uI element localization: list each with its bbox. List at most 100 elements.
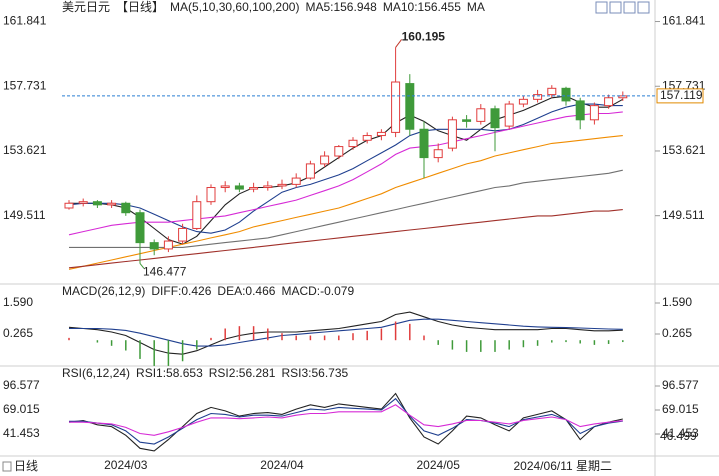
- y-tick-label: 157.731: [3, 78, 47, 92]
- legend-text: RSI1:58.653: [136, 366, 203, 380]
- candle-body: [334, 146, 344, 157]
- indicator-line: [69, 95, 624, 245]
- cursor-date: 2024/06/11 星期二: [513, 459, 612, 473]
- indicator-line: [68, 103, 623, 234]
- legend-text: MACD(26,12,9): [62, 284, 145, 298]
- tool-icon[interactable]: [637, 1, 650, 14]
- y-tick-label: 149.511: [3, 208, 46, 222]
- indicator-line: [69, 169, 623, 248]
- tool-icon[interactable]: [595, 1, 608, 14]
- indicator-line: [69, 318, 623, 347]
- high-annotation: 160.195: [402, 30, 446, 44]
- candle-body: [305, 163, 315, 179]
- y-tick-label: 0.265: [662, 326, 692, 340]
- annotation-line: [395, 39, 403, 48]
- candle-body: [206, 187, 216, 203]
- legend-text: MA(5,10,30,60,100,200): [170, 0, 299, 14]
- candle-body: [476, 108, 486, 122]
- y-tick-label: 96.577: [662, 378, 699, 392]
- indicator-line: [68, 111, 623, 236]
- legend-text: RSI2:56.281: [209, 366, 276, 380]
- legend-text: 美元日元: [62, 0, 110, 14]
- y-tick-label: 69.015: [3, 402, 40, 416]
- y-tick-label: 153.621: [662, 143, 706, 157]
- candle-body: [78, 201, 88, 204]
- legend-text: DEA:0.466: [217, 284, 275, 298]
- candle-body: [518, 98, 528, 105]
- candle-body: [462, 119, 472, 122]
- indicator-line: [68, 135, 623, 270]
- candle-body: [391, 81, 401, 133]
- cursor-value: 46.499: [660, 429, 697, 443]
- candle-body: [249, 187, 259, 190]
- indicator-line: [69, 397, 623, 445]
- candle-body: [561, 87, 571, 102]
- candle-body: [277, 183, 287, 187]
- y-tick-label: 41.453: [662, 426, 699, 440]
- candle-body: [419, 128, 429, 159]
- candle-body: [192, 201, 202, 229]
- candle-body: [263, 185, 273, 189]
- tool-icon[interactable]: [623, 1, 636, 14]
- candle-body: [178, 227, 188, 242]
- legend-text: 【日线】: [116, 0, 164, 14]
- period-icon: [2, 461, 12, 472]
- candle-body: [121, 202, 131, 214]
- candle-body: [504, 103, 514, 127]
- low-annotation: 146.477: [143, 265, 187, 279]
- y-tick-label: 161.841: [662, 14, 706, 28]
- candle-body: [490, 108, 500, 129]
- candle-body: [348, 139, 358, 148]
- candle-body: [376, 131, 386, 137]
- y-tick-label: 1.590: [3, 295, 33, 309]
- y-tick-label: 153.621: [3, 143, 47, 157]
- annotation-line: [139, 263, 145, 269]
- indicator-line: [68, 209, 623, 269]
- y-tick-label: 149.511: [662, 208, 705, 222]
- candle-body: [604, 97, 614, 107]
- candle-body: [220, 185, 230, 189]
- x-tick-label: 2024/04: [260, 458, 304, 472]
- candle-body: [163, 240, 173, 250]
- last-price-label: 157.119: [660, 88, 703, 102]
- candle-body: [92, 201, 102, 206]
- tool-icon[interactable]: [609, 1, 622, 14]
- candle-body: [433, 149, 443, 159]
- candle-body: [291, 177, 301, 185]
- indicator-line: [68, 392, 623, 452]
- candle-body: [362, 135, 372, 141]
- legend-text: RSI3:56.735: [281, 366, 348, 380]
- period-label: 日线: [14, 459, 38, 473]
- candle-body: [107, 202, 117, 206]
- candle-body: [447, 119, 457, 149]
- candle-body: [320, 155, 330, 165]
- candle-body: [135, 212, 145, 244]
- indicator-line: [68, 311, 623, 355]
- candle-body: [547, 87, 557, 96]
- legend-text: DIFF:0.426: [151, 284, 211, 298]
- y-tick-label: 69.015: [662, 402, 699, 416]
- candle-body: [149, 242, 159, 250]
- legend-text: MA5:156.948: [305, 0, 377, 14]
- legend-text: MA: [467, 0, 485, 14]
- candle-body: [234, 185, 244, 190]
- last-price-box: [656, 88, 704, 104]
- y-tick-label: 0.265: [3, 326, 33, 340]
- candle-body: [405, 83, 415, 130]
- y-tick-label: 41.453: [3, 426, 40, 440]
- toolbar-icons[interactable]: [595, 1, 650, 14]
- candle-body: [64, 202, 74, 209]
- x-tick-label: 2024/03: [104, 458, 148, 472]
- candle-body: [589, 105, 599, 121]
- legend-text: MA10:156.455: [383, 0, 461, 14]
- legend-text: MACD:-0.079: [281, 284, 354, 298]
- indicator-line: [69, 404, 623, 436]
- x-tick-label: 2024/05: [417, 458, 461, 472]
- y-tick-label: 161.841: [3, 14, 47, 28]
- candle-body: [533, 94, 543, 100]
- legend-text: RSI(6,12,24): [62, 366, 130, 380]
- y-tick-label: 96.577: [3, 378, 40, 392]
- candle-body: [575, 100, 585, 121]
